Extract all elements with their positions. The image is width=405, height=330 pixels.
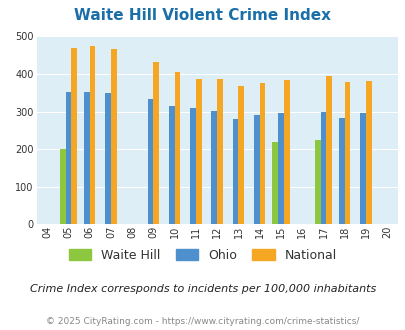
Bar — [344, 82, 350, 224]
Bar — [90, 47, 95, 224]
Bar — [277, 114, 283, 224]
Bar — [174, 72, 180, 224]
Bar — [259, 82, 265, 224]
Bar — [314, 140, 320, 224]
Text: © 2025 CityRating.com - https://www.cityrating.com/crime-statistics/: © 2025 CityRating.com - https://www.city… — [46, 317, 359, 326]
Bar — [65, 92, 71, 224]
Legend: Waite Hill, Ohio, National: Waite Hill, Ohio, National — [64, 244, 341, 267]
Text: Waite Hill Violent Crime Index: Waite Hill Violent Crime Index — [74, 8, 331, 23]
Bar — [320, 112, 326, 224]
Bar — [272, 142, 277, 224]
Bar — [190, 108, 196, 224]
Bar — [232, 119, 238, 224]
Bar — [60, 149, 65, 224]
Bar — [84, 92, 90, 224]
Bar — [365, 82, 371, 224]
Bar — [359, 114, 365, 224]
Text: Crime Index corresponds to incidents per 100,000 inhabitants: Crime Index corresponds to incidents per… — [30, 284, 375, 294]
Bar — [326, 76, 331, 224]
Bar — [211, 111, 217, 224]
Bar — [338, 118, 344, 224]
Bar — [283, 80, 289, 224]
Bar — [254, 115, 259, 224]
Bar — [196, 79, 201, 224]
Bar — [238, 86, 243, 224]
Bar — [147, 99, 153, 224]
Bar — [168, 106, 174, 224]
Bar — [71, 48, 77, 224]
Bar — [153, 62, 159, 224]
Bar — [111, 49, 116, 224]
Bar — [217, 79, 222, 224]
Bar — [105, 93, 111, 224]
